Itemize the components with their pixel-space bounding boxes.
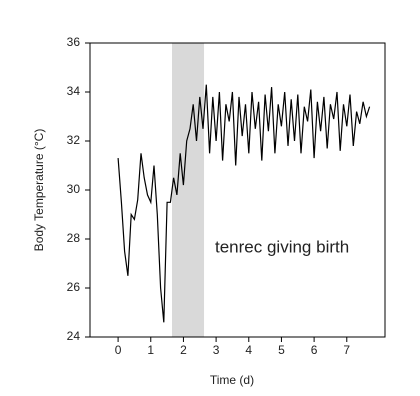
y-axis-title: Body Temperature (°C) xyxy=(32,129,46,252)
x-tick-label: 5 xyxy=(278,343,285,357)
y-tick-label: 30 xyxy=(67,182,81,196)
temperature-line xyxy=(117,84,371,323)
y-tick-label: 28 xyxy=(67,231,81,245)
plot-frame xyxy=(89,42,386,338)
x-tick-label: 2 xyxy=(180,343,187,357)
y-tick-label: 32 xyxy=(67,133,81,147)
x-tick-label: 0 xyxy=(115,343,122,357)
x-tick-label: 6 xyxy=(311,343,318,357)
annotation: tenrec giving birth xyxy=(215,237,349,256)
x-tick-label: 1 xyxy=(147,343,154,357)
y-tick-label: 34 xyxy=(67,84,81,98)
y-tick-label: 24 xyxy=(67,329,81,343)
x-axis-title: Time (d) xyxy=(210,373,254,387)
x-tick-label: 3 xyxy=(213,343,220,357)
x-tick-label: 7 xyxy=(343,343,350,357)
y-tick-label: 36 xyxy=(67,35,81,49)
x-tick-label: 4 xyxy=(245,343,252,357)
y-tick-label: 26 xyxy=(67,280,81,294)
